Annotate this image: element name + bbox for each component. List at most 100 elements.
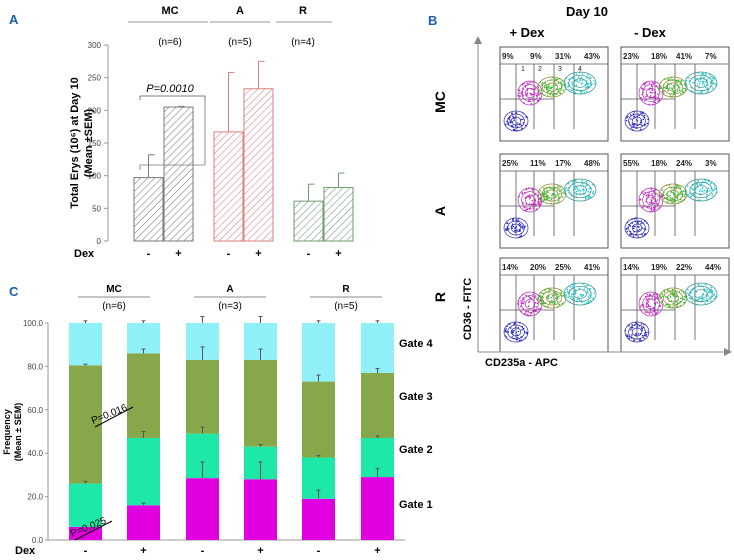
panel-a-bar-3 — [243, 88, 274, 242]
flow-event-dot — [625, 119, 628, 122]
panel-c-dex-sign: - — [84, 545, 88, 557]
flow-contour — [524, 87, 536, 99]
flow-event-dot — [653, 208, 655, 211]
flow-event-dot — [629, 114, 632, 116]
flow-event-dot — [647, 301, 650, 303]
flow-event-dot — [663, 197, 665, 200]
flow-event-dot — [657, 100, 659, 102]
flow-event-dot — [584, 87, 587, 89]
flow-event-dot — [706, 90, 709, 93]
flow-event-dot — [568, 292, 571, 295]
panel-c-ytick-label: 100.0 — [23, 319, 44, 328]
flow-event-dot — [661, 293, 664, 295]
flow-event-dot — [555, 297, 557, 300]
flow-event-dot — [678, 87, 681, 89]
flow-event-dot — [656, 311, 658, 314]
flow-event-dot — [593, 83, 595, 85]
flow-event-dot — [657, 310, 659, 312]
flow-event-dot — [529, 203, 531, 205]
flow-event-dot — [651, 89, 654, 91]
flow-event-dot — [509, 121, 512, 123]
flow-event-dot — [550, 297, 553, 299]
flow-event-dot — [527, 310, 529, 313]
flow-event-dot — [672, 289, 674, 291]
flow-gate-percent: 14% — [502, 263, 518, 272]
flow-event-dot — [532, 293, 534, 296]
flow-event-dot — [656, 199, 659, 201]
flow-event-dot — [643, 114, 646, 117]
flow-event-dot — [649, 201, 651, 204]
panel-a-dex-label: Dex — [74, 248, 95, 260]
flow-title: Day 10 — [566, 4, 608, 19]
flow-event-dot — [566, 290, 569, 293]
flow-event-dot — [651, 82, 654, 84]
flow-event-dot — [513, 329, 515, 332]
flow-event-dot — [535, 310, 537, 313]
flow-event-dot — [526, 314, 529, 316]
flow-event-dot — [676, 90, 679, 92]
panel-a-dex-sign: - — [307, 248, 311, 260]
flow-event-dot — [645, 95, 647, 98]
flow-event-dot — [668, 184, 671, 187]
flow-event-dot — [640, 304, 643, 307]
flow-event-dot — [666, 196, 669, 199]
flow-event-dot — [538, 294, 541, 297]
flow-event-dot — [698, 190, 701, 193]
flow-event-dot — [535, 295, 537, 297]
panel-c-segment-gate-4 — [302, 323, 335, 382]
flow-event-dot — [538, 203, 541, 206]
flow-event-dot — [528, 195, 531, 198]
flow-event-dot — [538, 308, 540, 310]
flow-contour — [645, 194, 657, 206]
flow-event-dot — [575, 84, 578, 87]
flow-event-dot — [556, 189, 559, 191]
flow-event-dot — [657, 296, 659, 299]
flow-event-dot — [704, 302, 707, 305]
flow-event-dot — [562, 89, 564, 91]
flow-event-dot — [648, 82, 651, 84]
flow-contour — [503, 110, 529, 132]
flow-event-dot — [707, 187, 710, 190]
flow-event-dot — [570, 295, 572, 298]
panel-c-ytick-label: 40.0 — [27, 449, 43, 458]
flow-event-dot — [700, 91, 703, 94]
flow-event-dot — [639, 306, 642, 308]
panel-c-segment-gate-3 — [361, 372, 394, 439]
flow-event-dot — [677, 185, 680, 188]
flow-event-dot — [528, 301, 530, 304]
flow-event-dot — [627, 115, 629, 118]
panel-c-p025-arrow — [74, 520, 113, 541]
flow-event-dot — [582, 189, 584, 191]
flow-event-dot — [649, 305, 651, 308]
flow-event-dot — [697, 84, 699, 87]
flow-event-dot — [671, 294, 674, 296]
flow-event-dot — [647, 194, 649, 196]
flow-event-dot — [576, 80, 578, 82]
flow-contour — [541, 290, 563, 306]
flow-gate-percent: 17% — [555, 159, 571, 168]
flow-event-dot — [526, 208, 528, 210]
flow-event-dot — [565, 189, 567, 192]
flow-event-dot — [696, 183, 698, 185]
panel-c-segment-gate-3 — [244, 359, 277, 447]
flow-event-dot — [673, 292, 675, 295]
flow-event-dot — [646, 293, 649, 296]
flow-event-dot — [505, 330, 508, 333]
flow-event-dot — [526, 89, 529, 92]
flow-event-dot — [686, 185, 689, 187]
flow-event-dot — [581, 79, 584, 81]
flow-event-dot — [660, 301, 663, 303]
flow-event-dot — [552, 84, 555, 87]
flow-event-dot — [576, 298, 579, 301]
flow-event-dot — [505, 328, 507, 330]
flow-event-dot — [524, 225, 526, 228]
flow-event-dot — [630, 127, 633, 129]
flow-event-dot — [512, 331, 514, 333]
flow-event-dot — [668, 305, 670, 307]
flow-event-dot — [573, 285, 575, 288]
flow-event-dot — [702, 72, 704, 75]
flow-contour — [624, 110, 650, 132]
flow-contour — [503, 217, 529, 239]
flow-contour — [658, 287, 688, 309]
